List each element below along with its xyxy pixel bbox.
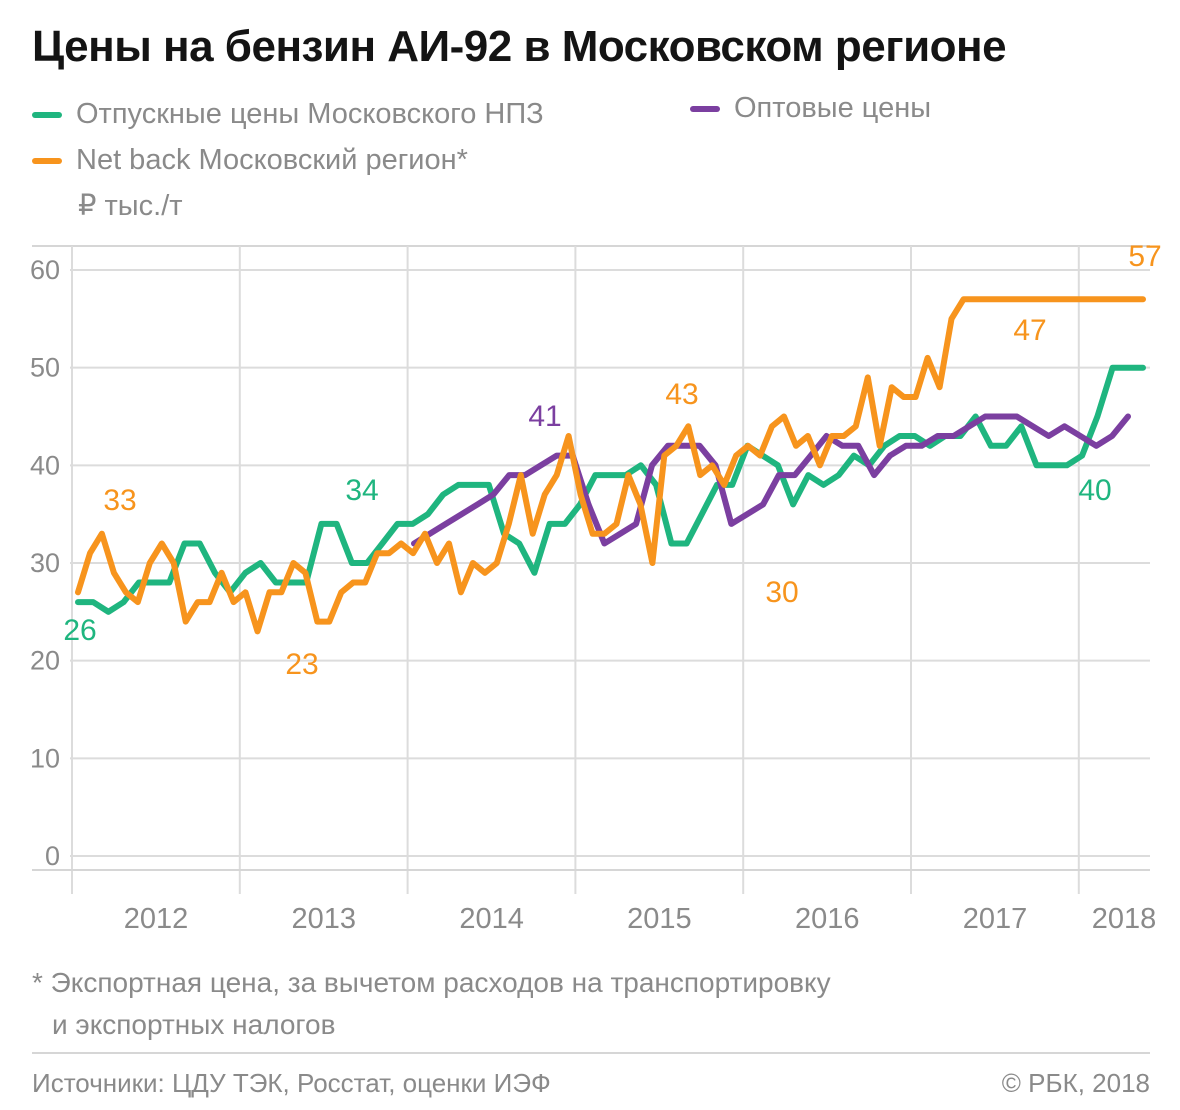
legend-item-purple: Оптовые цены [690, 92, 931, 125]
y-tick-label: 10 [30, 743, 60, 773]
series-line-1 [411, 413, 1131, 547]
legend-label-orange: Net back Московский регион* [76, 144, 468, 176]
data-label: 26 [63, 614, 96, 647]
series-line-2 [75, 296, 1146, 635]
legend-item-green: Отпускные цены Московского НПЗ [32, 98, 544, 131]
data-label: 34 [345, 474, 378, 507]
unit-label: ₽ тыс./т [78, 190, 183, 222]
x-tick-label: 2016 [795, 903, 860, 935]
y-tick-label: 40 [30, 450, 60, 480]
y-tick-label: 20 [30, 646, 60, 676]
x-tick-label: 2012 [124, 903, 189, 935]
chart-title: Цены на бензин АИ-92 в Московском регион… [32, 22, 1007, 71]
series-line-0 [75, 364, 1146, 615]
x-tick-label: 2017 [963, 903, 1028, 935]
data-label: 23 [285, 648, 318, 681]
data-label: 30 [765, 576, 798, 609]
footnote-line-1: * Экспортная цена, за вычетом расходов н… [32, 967, 831, 998]
x-tick-label: 2014 [459, 903, 524, 935]
legend-label-purple: Оптовые цены [734, 92, 932, 124]
x-tick-label: 2013 [292, 903, 357, 935]
legend-swatch-green [32, 111, 62, 118]
line-chart: 0 10 20 30 40 50 60 2012 2013 2014 2015 2016 2017 201… [30, 240, 1162, 935]
y-tick-label: 60 [30, 255, 60, 285]
legend-label-green: Отпускные цены Московского НПЗ [76, 98, 544, 130]
footnote-line-2: и экспортных налогов [52, 1009, 336, 1040]
footnote: * Экспортная цена, за вычетом расходов н… [32, 962, 831, 1046]
data-label: 43 [665, 378, 698, 411]
x-tick-label: 2018 [1092, 903, 1157, 935]
legend-item-orange: Net back Московский регион* [32, 144, 468, 177]
legend-swatch-orange [32, 157, 62, 164]
y-tick-label: 0 [45, 841, 60, 871]
data-label: 47 [1013, 314, 1046, 347]
data-label: 40 [1078, 474, 1111, 507]
sources-text: Источники: ЦДУ ТЭК, Росстат, оценки ИЭФ [32, 1068, 551, 1098]
copyright-text: © РБК, 2018 [1001, 1068, 1150, 1098]
legend-swatch-purple [690, 105, 720, 112]
footer-divider [32, 1052, 1150, 1054]
data-label: 57 [1128, 240, 1161, 273]
y-tick-label: 30 [30, 548, 60, 578]
x-tick-label: 2015 [627, 903, 692, 935]
data-label: 41 [528, 400, 561, 433]
data-label: 33 [103, 484, 136, 517]
y-tick-label: 50 [30, 353, 60, 383]
